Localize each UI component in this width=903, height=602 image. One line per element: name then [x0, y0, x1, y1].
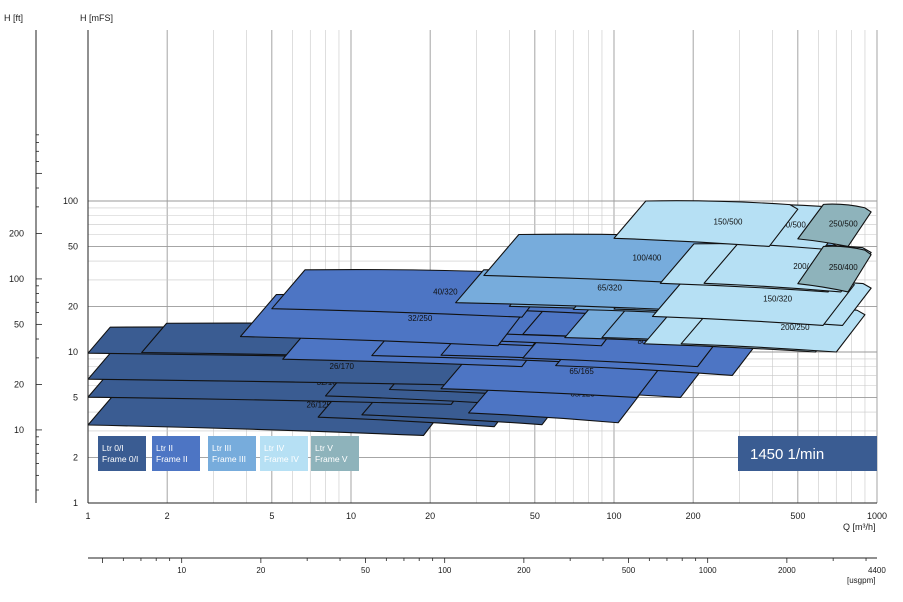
ft-tick-label: 50 — [14, 319, 24, 329]
x-tick-label: 20 — [425, 511, 435, 521]
x2-axis-title: [usgpm] — [847, 576, 875, 585]
ft-tick-label: 200 — [9, 228, 24, 238]
usgpm-tick-label: 4400 — [868, 566, 886, 575]
speed-badge-bg — [738, 436, 877, 471]
usgpm-tick-label: 50 — [361, 566, 370, 575]
pump-label-200-250: 200/250 — [781, 323, 810, 332]
pump-area-250-500 — [797, 203, 872, 248]
legend-line2: Frame II — [156, 454, 188, 464]
legend-line1: Ltr III — [212, 443, 231, 453]
y-tick-label: 50 — [68, 241, 78, 251]
chart-axes: 1 2 5 10 20 50 100 200 500 1000 1 2 5 10 20 50 100 10 20 50… — [9, 30, 887, 575]
legend-line2: Frame IV — [264, 454, 299, 464]
x-tick-label: 1000 — [867, 511, 887, 521]
legend-line1: Ltr II — [156, 443, 173, 453]
pump-label-65-165: 65/165 — [569, 367, 594, 376]
y-tick-label: 10 — [68, 347, 78, 357]
legend-line1: Ltr IV — [264, 443, 285, 453]
y-axis-title: H [mFS] — [80, 13, 113, 23]
pump-curve-areas: 26/12540/12550/12532/16540/16550/16526/1… — [87, 200, 872, 437]
pump-label-100-400: 100/400 — [632, 253, 661, 262]
pump-label-200-500: 200/500 — [777, 221, 806, 230]
legend-swatch — [152, 436, 200, 471]
pump-label-150-320: 150/320 — [763, 295, 792, 304]
usgpm-tick-label: 100 — [438, 566, 452, 575]
pump-label-250-500: 250/500 — [829, 219, 858, 228]
speed-badge: 1450 1/min — [738, 436, 877, 471]
legend-swatch — [260, 436, 308, 471]
usgpm-tick-label: 500 — [622, 566, 636, 575]
pump-label-65-320: 65/320 — [597, 284, 622, 293]
y-tick-label: 2 — [73, 453, 78, 463]
legend-swatch — [98, 436, 146, 471]
x-tick-label: 2 — [165, 511, 170, 521]
speed-label: 1450 1/min — [750, 446, 824, 463]
ft-tick-label: 100 — [9, 274, 24, 284]
pump-area-150-500 — [613, 200, 799, 248]
pump-label-26-170: 26/170 — [330, 362, 355, 371]
y-tick-label: 100 — [63, 196, 78, 206]
x-tick-label: 50 — [530, 511, 540, 521]
y-tick-label: 1 — [73, 498, 78, 508]
usgpm-tick-label: 2000 — [778, 566, 796, 575]
pump-label-26-125: 26/125 — [306, 401, 331, 410]
legend-line2: Frame III — [212, 454, 246, 464]
y-axis-title-ft: H [ft] — [4, 13, 23, 23]
x-tick-label: 500 — [790, 511, 805, 521]
legend-swatch — [311, 436, 359, 471]
usgpm-tick-label: 1000 — [699, 566, 717, 575]
ft-tick-label: 20 — [14, 379, 24, 389]
pump-label-150-500: 150/500 — [714, 218, 743, 227]
usgpm-tick-label: 200 — [517, 566, 531, 575]
legend-line1: Ltr V — [315, 443, 333, 453]
pump-label-200-400: 200/400 — [793, 262, 822, 271]
y-tick-label: 20 — [68, 302, 78, 312]
legend-line2: Frame 0/I — [102, 454, 138, 464]
legend-line1: Ltr 0/I — [102, 443, 124, 453]
x-axis-title: Q [m³/h] — [843, 522, 876, 532]
legend-line2: Frame V — [315, 454, 348, 464]
pump-label-32-250: 32/250 — [408, 314, 433, 323]
usgpm-tick-label: 20 — [256, 566, 265, 575]
ft-tick-label: 10 — [14, 425, 24, 435]
pump-label-40-320: 40/320 — [433, 287, 458, 296]
x-tick-label: 1 — [85, 511, 90, 521]
x-tick-label: 200 — [686, 511, 701, 521]
x-tick-label: 10 — [346, 511, 356, 521]
pump-area-250-400 — [797, 245, 872, 293]
y-tick-label: 5 — [73, 392, 78, 402]
pump-label-250-400: 250/400 — [829, 263, 858, 272]
x-tick-label: 5 — [269, 511, 274, 521]
x-tick-label: 100 — [606, 511, 621, 521]
legend-swatch — [208, 436, 256, 471]
usgpm-tick-label: 10 — [177, 566, 186, 575]
